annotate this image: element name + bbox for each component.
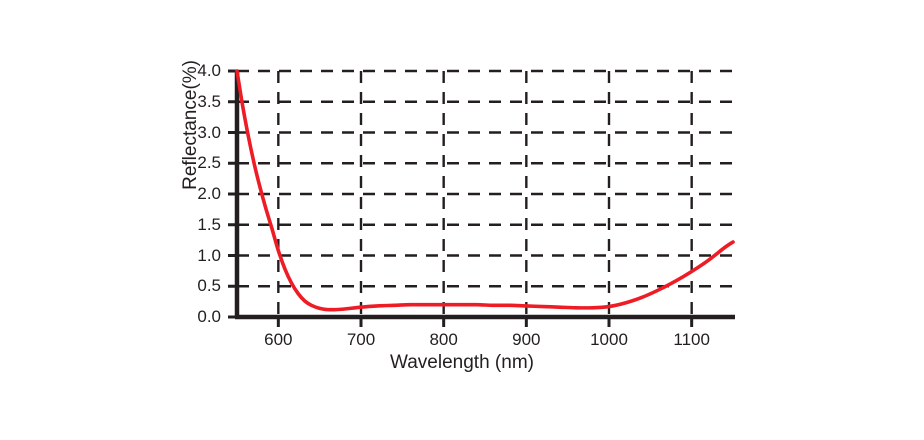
y-tick-label: 0.0 <box>197 307 221 326</box>
x-axis-label: Wavelength (nm) <box>390 352 534 373</box>
x-tick-label: 1000 <box>590 330 628 349</box>
x-tick-label: 600 <box>264 330 293 349</box>
x-tick-label: 800 <box>429 330 458 349</box>
y-tick-label: 2.0 <box>197 184 221 203</box>
series-line <box>235 69 735 312</box>
y-tick-label: 1.0 <box>197 245 221 265</box>
x-tick-label: 900 <box>512 330 541 349</box>
grid-lines <box>237 69 733 317</box>
y-tick-label: 4.0 <box>197 61 221 80</box>
y-tick-label: 2.5 <box>197 153 221 173</box>
y-tick-label: 1.5 <box>197 214 221 234</box>
tick-marks <box>228 69 694 327</box>
x-tick-label: 700 <box>346 330 376 349</box>
x-tick-label: 1100 <box>673 330 710 349</box>
y-tick-label: 3.5 <box>197 91 221 111</box>
data-curve <box>235 69 735 312</box>
y-tick-label: 0.5 <box>197 276 221 296</box>
y-tick-label: 3.0 <box>197 122 221 142</box>
